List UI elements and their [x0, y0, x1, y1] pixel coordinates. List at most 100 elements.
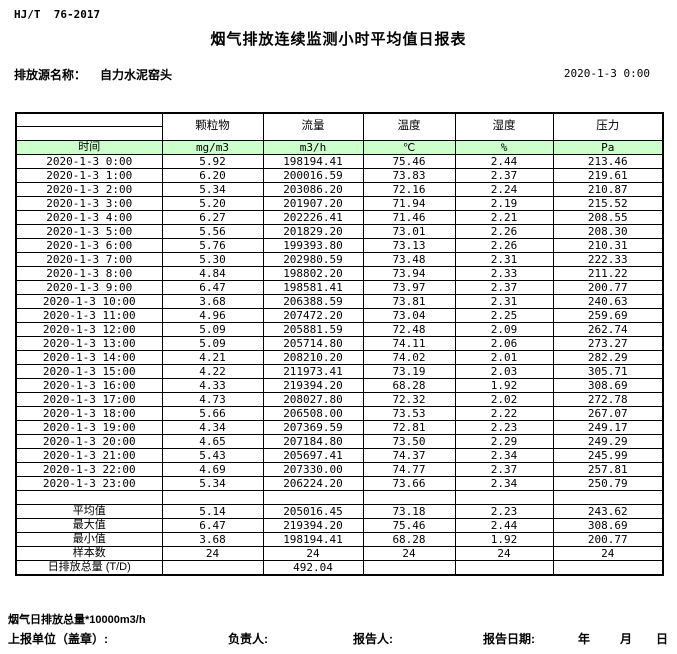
unit-cell-5: Pa — [552, 139, 664, 155]
day-label: 日 — [656, 632, 669, 646]
value-cell: 2.03 — [454, 363, 554, 379]
time-cell: 2020-1-3 20:00 — [15, 433, 163, 449]
summary-label: 最大值 — [15, 517, 163, 533]
value-cell: 71.94 — [362, 195, 456, 211]
summary-value-cell: 24 — [454, 545, 554, 561]
table-row: 2020-1-3 9:00 6.47 198581.41 73.97 2.37 200.7… — [15, 279, 664, 295]
value-cell: 208.55 — [552, 209, 664, 225]
value-cell: 262.74 — [552, 321, 664, 337]
table-row: 2020-1-3 18:00 5.66 206508.00 73.53 2.22 267.… — [15, 405, 664, 421]
value-cell: 210.87 — [552, 181, 664, 197]
table-row: 2020-1-3 23:00 5.34 206224.20 73.66 2.34 250.… — [15, 475, 664, 491]
value-cell: 4.22 — [161, 363, 264, 379]
value-cell: 4.96 — [161, 307, 264, 323]
value-cell: 2.31 — [454, 251, 554, 267]
column-header-1: 颗粒物 — [161, 112, 264, 141]
value-cell: 71.46 — [362, 209, 456, 225]
value-cell: 2.06 — [454, 335, 554, 351]
value-cell: 4.73 — [161, 391, 264, 407]
time-cell: 2020-1-3 2:00 — [15, 181, 163, 197]
value-cell: 2.24 — [454, 181, 554, 197]
column-header-4: 湿度 — [454, 112, 554, 141]
page-title: 烟气排放连续监测小时平均值日报表 — [210, 31, 467, 48]
value-cell: 201829.20 — [262, 223, 364, 239]
value-cell: 5.30 — [161, 251, 264, 267]
value-cell: 205714.80 — [262, 335, 364, 351]
value-cell: 4.33 — [161, 377, 264, 393]
time-cell: 2020-1-3 4:00 — [15, 209, 163, 225]
summary-value-cell: 492.04 — [262, 559, 364, 576]
value-cell: 207330.00 — [262, 461, 364, 477]
value-cell: 211.22 — [552, 265, 664, 281]
summary-value-cell: 24 — [262, 545, 364, 561]
summary-value-cell: 219394.20 — [262, 517, 364, 533]
summary-value-cell — [362, 559, 456, 576]
value-cell: 198194.41 — [262, 153, 364, 169]
data-table: 颗粒物 流量 温度 湿度 压力 时间 mg/m3 m3/h ℃% Pa 2020-1-3 0:00… — [15, 112, 664, 576]
value-cell: 4.65 — [161, 433, 264, 449]
summary-row: 最小值 3.68 198194.41 68.28 1.92 200.77 — [15, 531, 664, 547]
value-cell: 74.02 — [362, 349, 456, 365]
value-cell: 73.53 — [362, 405, 456, 421]
value-cell: 207472.20 — [262, 307, 364, 323]
value-cell: 249.29 — [552, 433, 664, 449]
table-row: 2020-1-3 13:00 5.09 205714.80 74.11 2.06 273.… — [15, 335, 664, 351]
value-cell: 200.77 — [552, 279, 664, 295]
value-cell: 2.26 — [454, 223, 554, 239]
value-cell: 74.11 — [362, 335, 456, 351]
empty-cell — [262, 489, 364, 505]
summary-label: 最小值 — [15, 531, 163, 547]
report-datetime: 2020-1-3 0:00 — [563, 67, 650, 80]
table-row: 2020-1-3 21:00 5.43 205697.41 74.37 2.34 245.… — [15, 447, 664, 463]
value-cell: 267.07 — [552, 405, 664, 421]
value-cell: 2.33 — [454, 265, 554, 281]
table-row: 2020-1-3 19:00 4.34 207369.59 72.81 2.23 249.… — [15, 419, 664, 435]
value-cell: 74.37 — [362, 447, 456, 463]
table-row: 2020-1-3 20:00 4.65 207184.80 73.50 2.29 249.… — [15, 433, 664, 449]
signature-line: 上报单位（盖章）: 负责人: 报告人: 报告日期: 年 月 日 — [0, 630, 677, 646]
reporter-label: 报告人: — [353, 632, 393, 646]
column-header-3: 温度 — [362, 112, 456, 141]
time-cell: 2020-1-3 0:00 — [15, 153, 163, 169]
time-cell: 2020-1-3 6:00 — [15, 237, 163, 253]
table-row: 2020-1-3 17:00 4.73 208027.80 72.32 2.02 272.… — [15, 391, 664, 407]
value-cell: 68.28 — [362, 377, 456, 393]
value-cell: 5.66 — [161, 405, 264, 421]
table-row: 2020-1-3 0:00 5.92 198194.41 75.46 2.44 213.4… — [15, 153, 664, 169]
value-cell: 211973.41 — [262, 363, 364, 379]
empty-corner-cell — [15, 126, 163, 141]
time-cell: 2020-1-3 19:00 — [15, 419, 163, 435]
time-cell: 2020-1-3 7:00 — [15, 251, 163, 267]
value-cell: 207184.80 — [262, 433, 364, 449]
value-cell: 272.78 — [552, 391, 664, 407]
table-row: 2020-1-3 2:00 5.34 203086.20 72.16 2.24 210.8… — [15, 181, 664, 197]
empty-cell — [552, 489, 664, 505]
value-cell: 308.69 — [552, 377, 664, 393]
value-cell: 5.20 — [161, 195, 264, 211]
summary-value-cell — [454, 559, 554, 576]
summary-value-cell: 73.18 — [362, 503, 456, 519]
value-cell: 73.48 — [362, 251, 456, 267]
empty-corner-cell — [15, 112, 163, 128]
value-cell: 72.16 — [362, 181, 456, 197]
summary-row: 平均值 5.14 205016.45 73.18 2.23 243.62 — [15, 503, 664, 519]
time-cell: 2020-1-3 8:00 — [15, 265, 163, 281]
value-cell: 73.13 — [362, 237, 456, 253]
time-cell: 2020-1-3 14:00 — [15, 349, 163, 365]
value-cell: 72.81 — [362, 419, 456, 435]
value-cell: 5.43 — [161, 447, 264, 463]
summary-value-cell — [161, 559, 264, 576]
table-row: 2020-1-3 15:00 4.22 211973.41 73.19 2.03 305.… — [15, 363, 664, 379]
value-cell: 202980.59 — [262, 251, 364, 267]
value-cell: 2.29 — [454, 433, 554, 449]
value-cell: 2.19 — [454, 195, 554, 211]
time-cell: 2020-1-3 16:00 — [15, 377, 163, 393]
time-cell: 2020-1-3 9:00 — [15, 279, 163, 295]
summary-value-cell: 24 — [161, 545, 264, 561]
value-cell: 213.46 — [552, 153, 664, 169]
value-cell: 4.21 — [161, 349, 264, 365]
table-row: 2020-1-3 14:00 4.21 208210.20 74.02 2.01 282.… — [15, 349, 664, 365]
value-cell: 73.81 — [362, 293, 456, 309]
value-cell: 201907.20 — [262, 195, 364, 211]
